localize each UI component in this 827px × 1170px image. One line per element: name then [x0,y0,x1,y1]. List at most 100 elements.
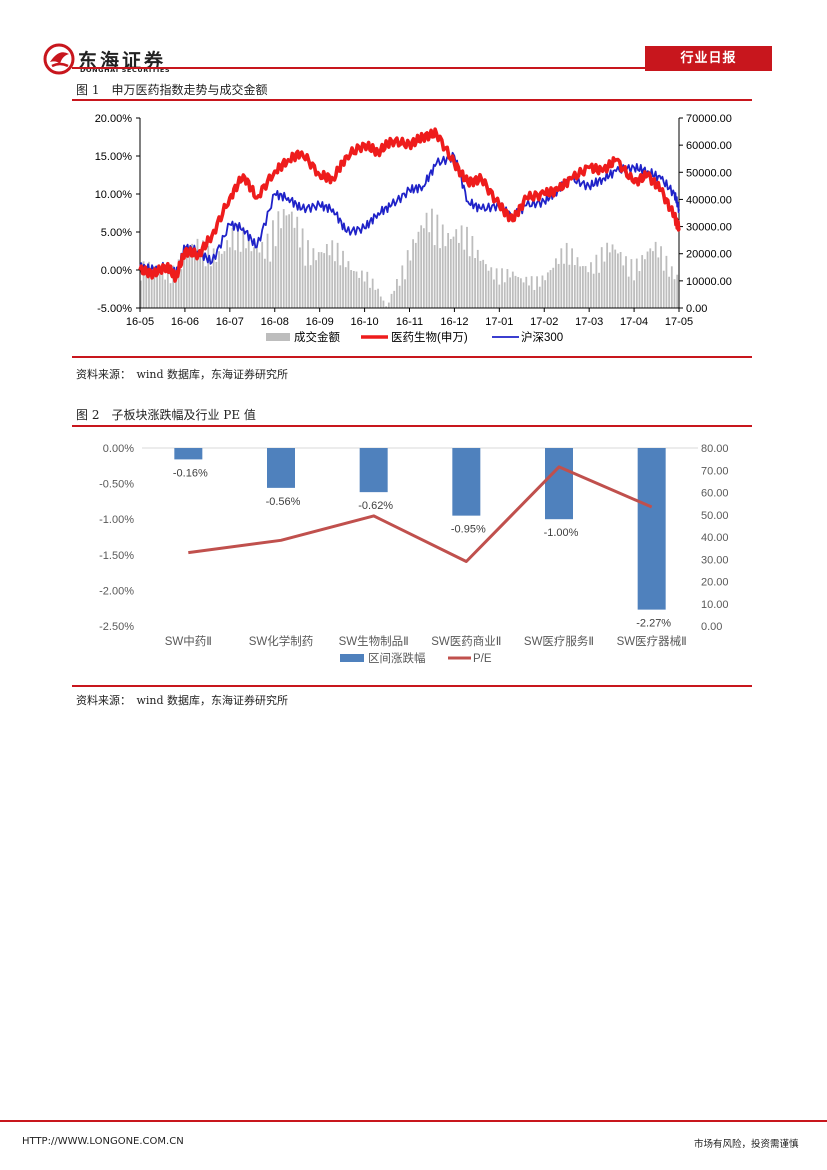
volume-bar [546,272,549,308]
volume-bar [525,276,528,308]
volume-bar [625,256,627,308]
volume-bar [517,277,520,308]
legend-label-hs300: 沪深300 [521,330,563,344]
volume-bar [299,247,301,308]
volume-bar [201,240,204,308]
x-tick-label: 16-06 [171,316,199,328]
change-bar-label: -1.00% [544,527,579,539]
volume-bar [538,286,541,308]
volume-bar [242,226,245,308]
volume-bar [414,242,417,308]
volume-bar [393,290,396,308]
volume-bar [449,239,452,308]
x-tick-label: 16-12 [440,316,468,328]
volume-bar [371,278,374,308]
y-left-tick-label: -0.50% [99,479,134,491]
volume-bar [282,209,285,308]
logo-text: 东海证券 [78,50,167,72]
volume-bar [487,270,490,308]
volume-bar [627,276,630,308]
y-right-tick-label: 0.00 [686,303,707,315]
volume-bar [207,245,210,308]
volume-bar [153,266,156,308]
y-right-tick-label: 20.00 [701,577,729,589]
volume-bar [509,277,512,308]
line-hs300 [139,151,680,278]
volume-bar [320,252,323,308]
volume-bar [581,266,584,308]
volume-bar [247,236,250,308]
volume-bar [312,248,315,308]
volume-bar [519,278,522,308]
volume-bar [536,276,538,308]
change-bar [174,448,203,460]
volume-bar [528,285,530,308]
volume-bar [212,248,215,308]
y-right-tick-label: 40.00 [701,532,729,544]
report-type-tag: 行业日报 [645,46,772,71]
volume-bar [360,270,363,308]
volume-bar [255,247,258,308]
volume-bar [576,257,579,308]
change-bar-label: -2.27% [636,618,671,630]
volume-bar [350,270,353,308]
volume-bar [573,265,576,308]
volume-bar [670,266,673,308]
volume-bar [493,279,495,308]
volume-bar [455,229,458,308]
footer-url[interactable]: HTTP://WWW.LONGONE.COM.CN [22,1136,184,1147]
volume-bar [447,232,450,308]
volume-bar [285,215,288,308]
volume-bar [630,259,633,308]
volume-bar [237,223,239,308]
volume-bar [571,248,573,308]
volume-bar [220,253,223,308]
volume-bar [228,247,231,308]
volume-bar [563,263,565,308]
y-right-tick-label: 60000.00 [686,140,732,152]
volume-bar [428,232,431,308]
volume-bar [196,238,199,308]
legend-label-pe: P/E [473,653,492,665]
volume-bar [309,265,312,308]
y-left-tick-label: -1.50% [99,550,134,562]
y-left-tick-label: 10.00% [95,189,133,201]
volume-bar [177,259,180,308]
volume-bar [363,281,366,308]
y-left-tick-label: 5.00% [101,227,132,239]
volume-bar [584,266,587,308]
volume-bar [263,258,266,308]
volume-bar [328,255,331,308]
volume-bar [433,245,436,308]
volume-bar [272,220,274,308]
volume-bar [460,225,463,308]
volume-bar [331,240,334,308]
volume-bar [148,261,150,308]
chart-subsector: 0.00% -0.50% -1.00% -1.50% -2.00% -2.50% 80.00… [99,443,729,665]
volume-bar [598,272,600,308]
figure1-top-rule [72,99,752,101]
volume-bar [654,241,657,308]
volume-bar [175,281,177,308]
volume-bar [288,214,291,308]
legend-label-volume: 成交金额 [294,330,340,344]
volume-bar [323,253,326,308]
volume-bar [466,226,468,308]
category-label: SW医疗服务Ⅱ [524,634,594,648]
x-tick-label: 16-09 [306,316,334,328]
volume-bar [579,266,582,308]
volume-bar [161,273,164,308]
volume-bar [258,252,261,308]
volume-bar [441,224,444,308]
category-label: SW生物制品Ⅱ [339,634,409,648]
volume-bar [617,253,619,308]
figure1-bottom-rule [72,356,752,358]
volume-bar [641,255,644,308]
volume-bar [490,267,493,308]
y-left-tick-label: 15.00% [95,151,133,163]
volume-bar [611,244,614,308]
volume-bar [452,236,455,308]
volume-bar [210,266,212,308]
volume-bar [385,306,388,308]
volume-bar [420,225,423,308]
